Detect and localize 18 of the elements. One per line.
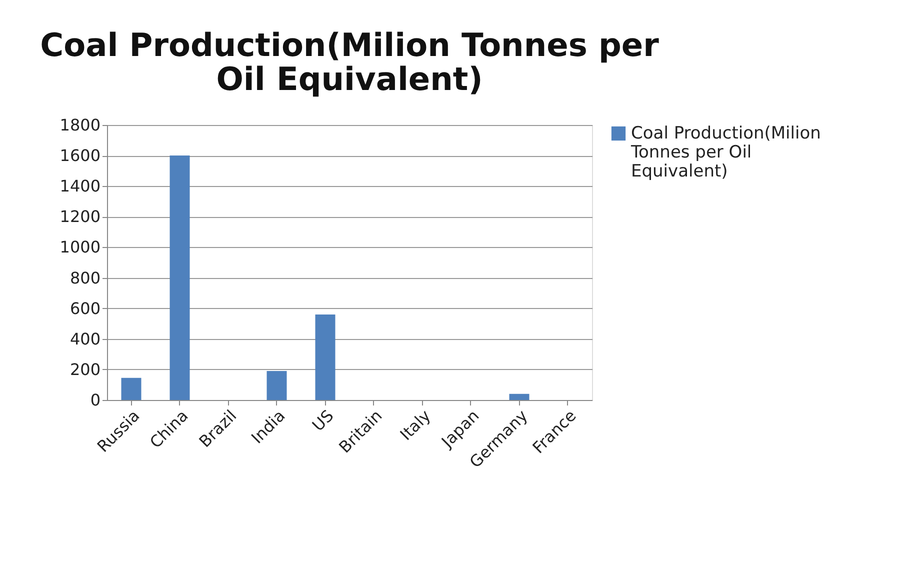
y-tick-label: 1200 [60, 207, 100, 226]
legend-label: Coal Production(Milion Tonnes per Oil Equivalent) [630, 124, 821, 182]
y-tick-label: 1600 [60, 146, 100, 166]
y-tick-label: 1800 [60, 116, 100, 134]
y-tick-label: 1400 [60, 176, 100, 196]
bar [121, 378, 142, 400]
bar [170, 156, 190, 400]
y-tick-label: 800 [70, 268, 100, 288]
y-tick-label: 400 [70, 329, 100, 348]
y-tick-label: 200 [70, 360, 100, 379]
bar [509, 394, 530, 400]
chart-title: Coal Production(Milion Tonnes per Oil Equivalent) [40, 26, 660, 98]
bar [266, 370, 287, 400]
y-tick-label: 600 [70, 298, 100, 318]
x-tick-label: US [308, 406, 338, 435]
y-tick-label: 1000 [60, 238, 100, 257]
y-tick-label: 0 [90, 390, 100, 410]
bar [315, 314, 336, 400]
